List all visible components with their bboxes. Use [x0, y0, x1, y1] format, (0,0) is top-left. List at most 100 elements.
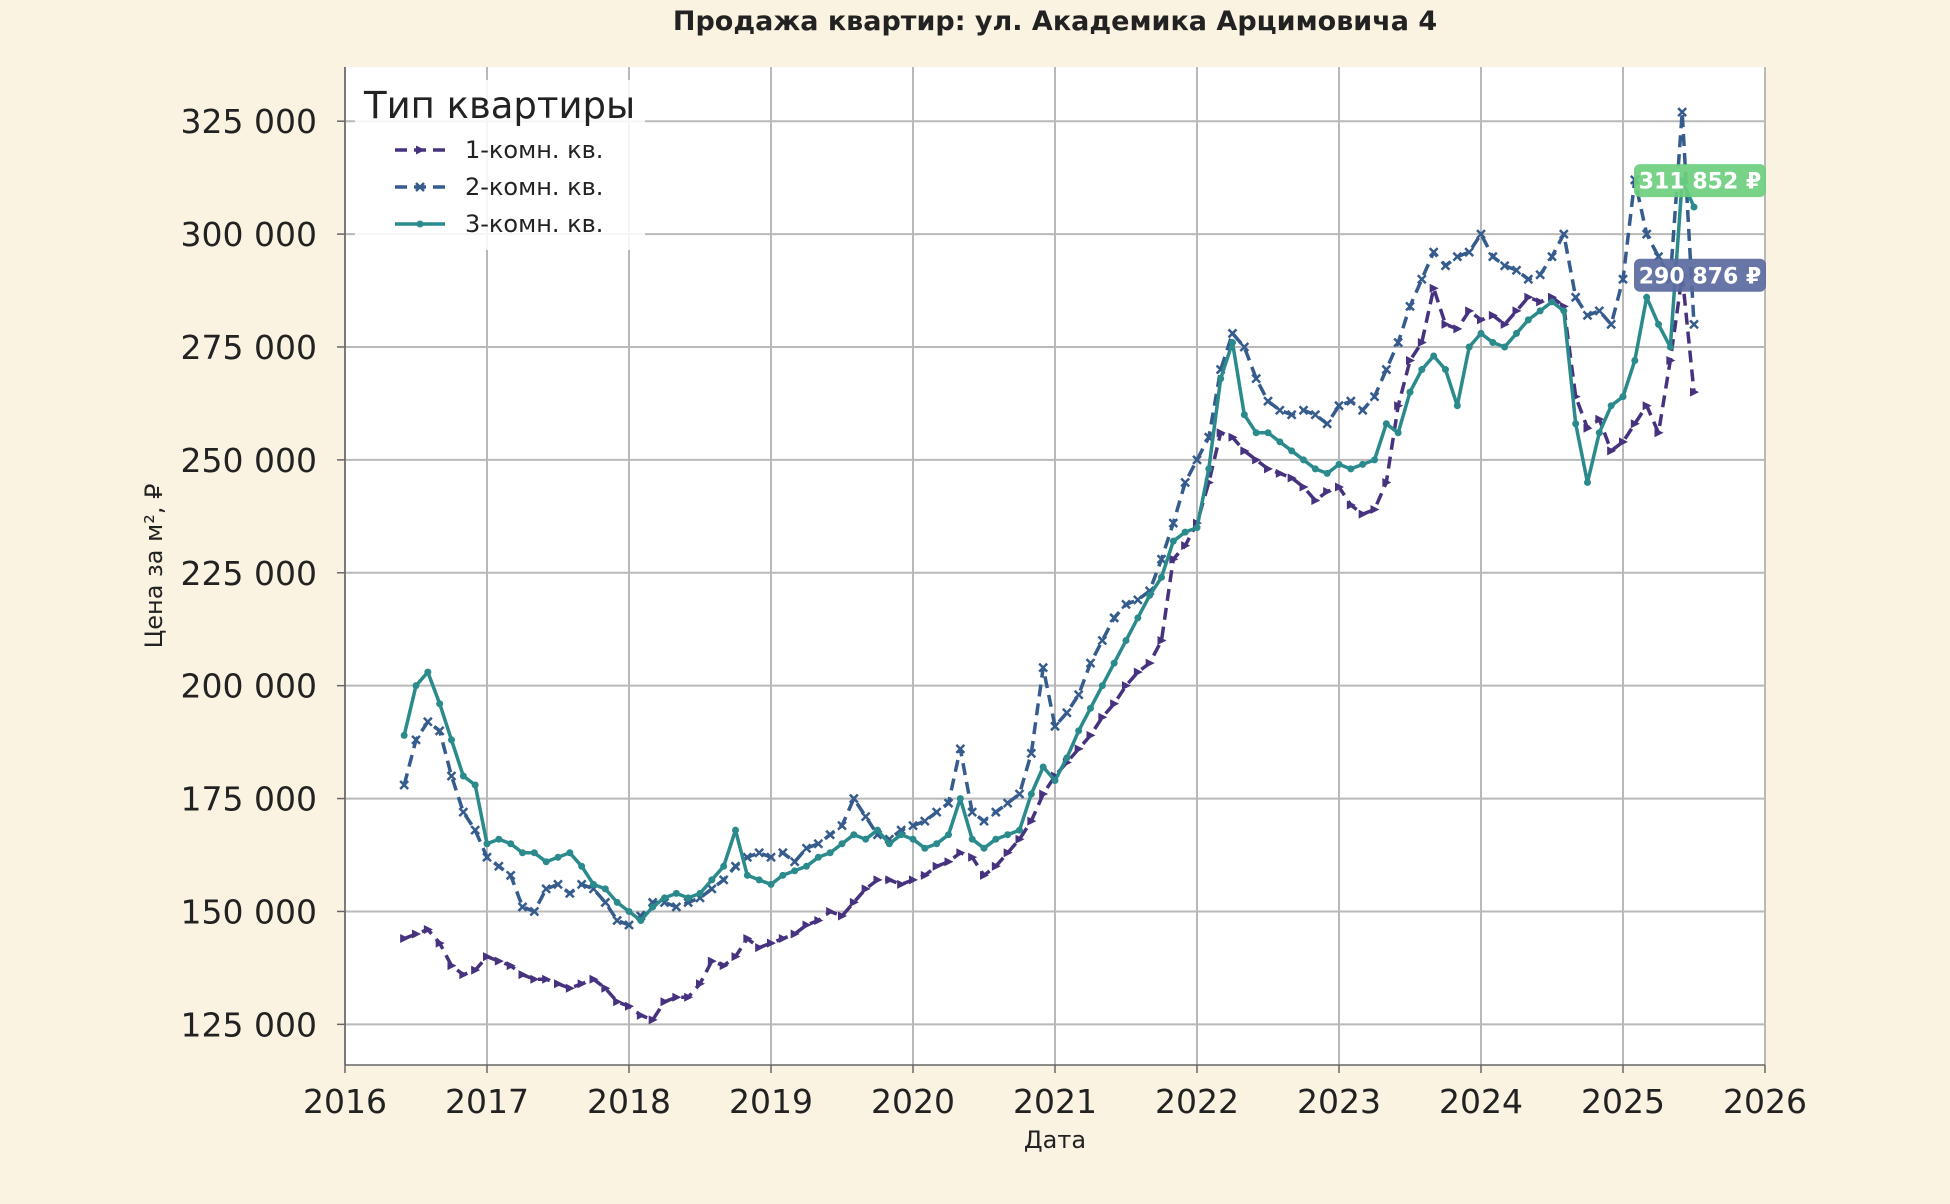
data-point: [554, 853, 562, 861]
data-point: [435, 938, 445, 948]
data-point: [909, 875, 918, 885]
data-point: [1229, 338, 1236, 346]
data-point: [909, 835, 917, 843]
chart-title: Продажа квартир: ул. Академика Арцимович…: [673, 6, 1437, 37]
data-point: [601, 983, 611, 993]
data-point: [1607, 402, 1615, 410]
x-tick-label: 2018: [587, 1082, 671, 1121]
data-point: [1240, 411, 1248, 419]
data-point: [1358, 509, 1368, 519]
data-point: [862, 835, 870, 843]
data-point: [1441, 319, 1451, 329]
data-point: [1216, 428, 1226, 438]
data-point: [411, 734, 421, 745]
data-point: [541, 883, 552, 894]
data-point: [600, 897, 611, 908]
data-point: [507, 840, 515, 848]
data-point: [1086, 730, 1096, 740]
data-point: [1536, 297, 1546, 307]
data-point: [1558, 229, 1569, 239]
y-tick-label: 275 000: [181, 328, 317, 367]
data-point: [1381, 364, 1392, 375]
data-point: [542, 974, 552, 984]
data-point: [1322, 418, 1333, 429]
data-point: [1274, 405, 1285, 416]
data-point: [1477, 315, 1486, 325]
data-point: [1310, 409, 1321, 420]
data-point: [850, 831, 858, 839]
data-point: [1134, 614, 1142, 622]
x-tick-label: 2017: [445, 1082, 529, 1121]
annotation-bg: [1634, 164, 1766, 198]
data-point: [1133, 667, 1143, 677]
data-point: [1406, 356, 1415, 366]
data-point: [1074, 744, 1084, 754]
data-point: [813, 838, 824, 849]
data-point: [803, 862, 810, 870]
data-point: [542, 858, 550, 866]
data-point: [1359, 460, 1367, 468]
data-point: [494, 956, 504, 966]
data-point: [518, 970, 528, 980]
x-axis-label: Дата: [1024, 1126, 1086, 1154]
data-point: [766, 852, 776, 863]
data-point: [1156, 554, 1167, 565]
data-point: [1642, 401, 1652, 411]
data-point: [814, 915, 824, 925]
data-point: [566, 849, 574, 857]
x-tick-label: 2023: [1297, 1082, 1381, 1121]
x-tick-label: 2021: [1013, 1082, 1097, 1121]
data-point: [1075, 727, 1083, 735]
annotation-label: 311 852 ₽: [1639, 170, 1761, 195]
data-point: [1560, 307, 1568, 315]
data-point: [648, 1015, 658, 1025]
data-point: [482, 852, 492, 863]
data-point: [1690, 387, 1699, 397]
annotations: 311 852 ₽ 290 876 ₽: [1634, 164, 1766, 292]
data-point: [1061, 707, 1072, 718]
data-point: [1039, 789, 1049, 799]
data-point: [661, 894, 668, 902]
data-point: [399, 780, 410, 790]
data-point: [885, 840, 893, 848]
data-point: [1382, 477, 1392, 487]
data-point: [1477, 329, 1485, 337]
x-tick-labels: 2016 2017 2018 2019 2020 2021 2022 2023 2024 2025…: [303, 1065, 1807, 1121]
data-point: [436, 700, 444, 708]
data-point: [1087, 704, 1094, 712]
data-point: [1418, 366, 1426, 374]
data-point: [1050, 721, 1060, 732]
data-point: [1323, 486, 1333, 496]
data-point: [1488, 310, 1498, 320]
data-point: [1595, 414, 1605, 424]
data-point: [860, 811, 871, 822]
data-point: [755, 876, 763, 884]
data-point: [980, 844, 988, 852]
data-point: [1500, 319, 1510, 329]
data-point: [838, 911, 847, 921]
data-point: [920, 870, 930, 880]
x-tick-label: 2024: [1439, 1082, 1523, 1121]
series-group: [399, 107, 1699, 1025]
data-point: [1513, 329, 1520, 337]
data-point: [1536, 307, 1544, 315]
data-point: [1063, 754, 1071, 762]
data-point: [1240, 446, 1250, 456]
data-point: [778, 934, 788, 944]
data-point: [1098, 682, 1106, 690]
data-point: [1393, 337, 1404, 348]
data-point: [517, 902, 528, 912]
data-point: [601, 885, 609, 893]
data-point: [1110, 659, 1118, 667]
data-point: [649, 903, 657, 911]
data-point: [779, 871, 787, 879]
data-point: [1465, 343, 1473, 351]
data-point: [1264, 464, 1273, 474]
data-point: [1582, 310, 1593, 321]
data-point: [660, 997, 670, 1007]
data-point: [1594, 305, 1605, 316]
data-point: [1027, 816, 1037, 826]
data-point: [979, 816, 989, 827]
data-point: [1499, 260, 1510, 271]
